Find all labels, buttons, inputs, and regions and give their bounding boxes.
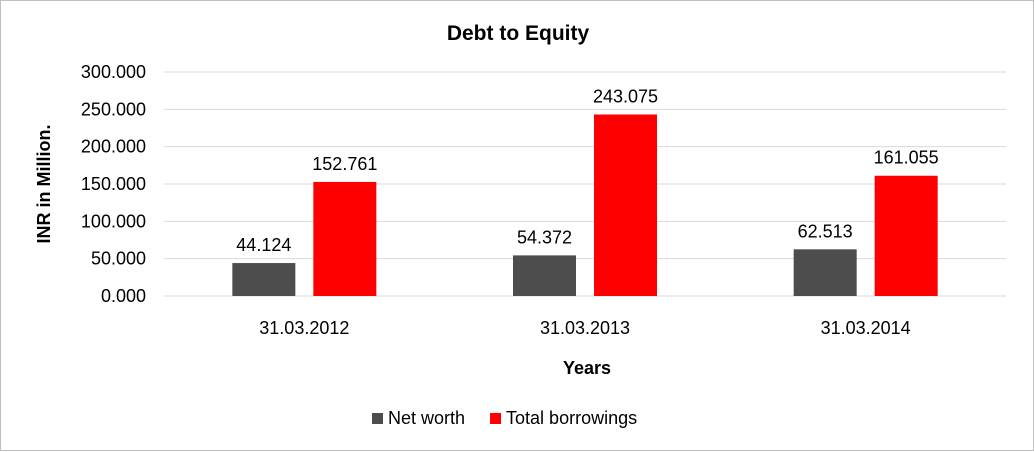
y-axis-ticks: 0.000 50.000 100.000 150.000 200.000 250.000 3… <box>81 62 146 306</box>
legend: Net worth Total borrowings <box>372 408 637 428</box>
bar-total-borrowings <box>874 175 938 296</box>
legend-label: Total borrowings <box>506 408 637 428</box>
y-axis-title: INR in Million. <box>34 125 54 244</box>
legend-swatch <box>372 413 383 424</box>
x-tick-label: 31.03.2013 <box>540 318 630 338</box>
x-tick-label: 31.03.2014 <box>821 318 911 338</box>
bar-total-borrowings <box>594 114 657 296</box>
y-tick-label: 250.000 <box>81 99 146 119</box>
bar-net-worth <box>232 263 296 296</box>
data-label: 152.761 <box>312 154 377 174</box>
bar-net-worth <box>513 255 576 296</box>
x-axis-ticks: 31.03.2012 31.03.2013 31.03.2014 <box>259 318 910 338</box>
bars <box>232 114 938 296</box>
data-label: 243.075 <box>593 87 658 107</box>
bar-net-worth <box>793 249 857 296</box>
data-label: 161.055 <box>874 148 939 168</box>
y-tick-label: 150.000 <box>81 174 146 194</box>
y-tick-label: 100.000 <box>81 211 146 231</box>
y-tick-label: 300.000 <box>81 62 146 82</box>
data-labels: 44.124 152.761 54.372 243.075 62.513 161.055 <box>236 87 938 256</box>
chart-title: Debt to Equity <box>447 22 590 45</box>
y-tick-label: 0.000 <box>101 286 146 306</box>
y-tick-label: 50.000 <box>91 249 146 269</box>
y-tick-label: 200.000 <box>81 137 146 157</box>
legend-swatch <box>490 413 502 424</box>
data-label: 62.513 <box>798 221 853 241</box>
bar-total-borrowings <box>313 181 377 296</box>
x-tick-label: 31.03.2012 <box>259 318 349 338</box>
gridlines <box>164 71 1006 297</box>
data-label: 44.124 <box>236 235 291 255</box>
legend-label: Net worth <box>388 408 465 428</box>
data-label: 54.372 <box>517 227 572 247</box>
x-axis-title: Years <box>563 358 611 378</box>
